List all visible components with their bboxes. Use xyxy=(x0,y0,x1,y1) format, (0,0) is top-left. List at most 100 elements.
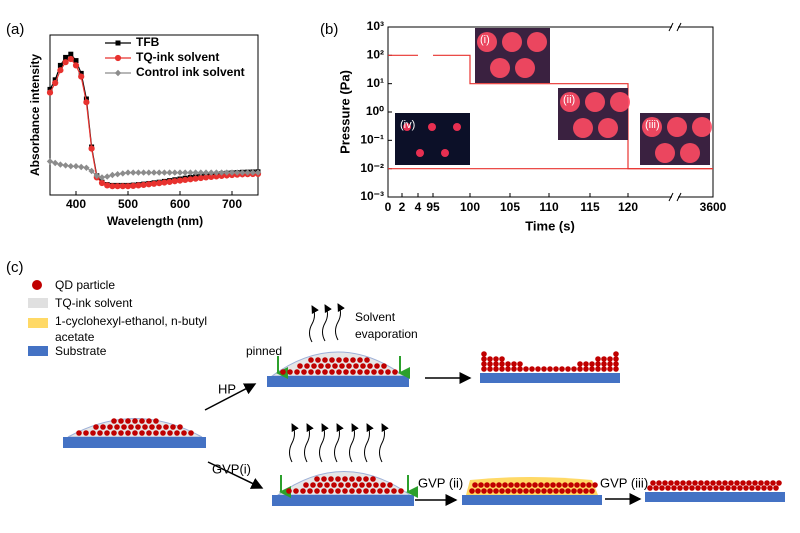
particle xyxy=(314,488,320,494)
particle xyxy=(502,482,508,488)
particle xyxy=(149,424,155,430)
particle xyxy=(364,357,370,363)
particle xyxy=(505,366,511,372)
particle xyxy=(104,430,110,436)
particle xyxy=(656,480,662,486)
particle xyxy=(311,363,317,369)
particle xyxy=(363,488,369,494)
point xyxy=(135,182,142,189)
particle xyxy=(349,488,355,494)
point xyxy=(166,169,173,176)
particle xyxy=(135,424,141,430)
particle xyxy=(499,366,505,372)
inset-dot xyxy=(667,117,687,137)
particle xyxy=(526,482,532,488)
inset-dot xyxy=(416,149,424,157)
point xyxy=(182,169,189,176)
point xyxy=(98,174,106,181)
particle xyxy=(481,351,487,357)
particle xyxy=(692,480,698,486)
point xyxy=(109,183,116,190)
particle xyxy=(384,488,390,494)
particle xyxy=(146,430,152,436)
particle xyxy=(339,363,345,369)
particle xyxy=(142,424,148,430)
particle xyxy=(689,485,695,491)
pinned-label: pinned xyxy=(246,344,282,358)
particle xyxy=(761,485,767,491)
vapor-arrow xyxy=(349,423,359,463)
particle xyxy=(668,480,674,486)
particle xyxy=(577,366,583,372)
particle xyxy=(556,482,562,488)
particle xyxy=(511,488,517,494)
substrate xyxy=(267,376,409,387)
particle xyxy=(83,430,89,436)
substrate xyxy=(272,495,414,506)
particle xyxy=(722,480,728,486)
point xyxy=(223,169,230,176)
y-tick-label: 10⁻¹ xyxy=(360,133,384,147)
particle xyxy=(607,366,613,372)
point xyxy=(166,178,173,185)
point xyxy=(119,170,126,177)
particle xyxy=(613,356,619,362)
point xyxy=(208,169,215,176)
vapor-arrow xyxy=(364,423,374,463)
particle xyxy=(601,356,607,362)
vapor-arrow xyxy=(379,423,389,463)
x-tick-label: 500 xyxy=(118,197,138,211)
particle xyxy=(613,366,619,372)
particle xyxy=(111,430,117,436)
particle xyxy=(163,424,169,430)
particle xyxy=(511,366,517,372)
particle xyxy=(336,357,342,363)
particle xyxy=(359,482,365,488)
particle xyxy=(595,361,601,367)
legend-label: QD particle xyxy=(55,278,115,292)
point xyxy=(161,169,168,176)
particle xyxy=(541,366,547,372)
point xyxy=(46,89,54,96)
particle xyxy=(287,369,293,375)
point xyxy=(192,175,199,182)
particle xyxy=(695,485,701,491)
particle xyxy=(322,369,328,375)
particle xyxy=(307,488,313,494)
particle xyxy=(487,488,493,494)
x-tick-label: 120 xyxy=(618,200,638,214)
substrate-icon xyxy=(28,346,48,356)
legend-label: Control ink solvent xyxy=(136,65,245,79)
arrow xyxy=(207,461,264,489)
point xyxy=(234,169,241,176)
particle xyxy=(740,480,746,486)
particle xyxy=(505,361,511,367)
particle xyxy=(613,351,619,357)
particle xyxy=(728,480,734,486)
legend-label: TFB xyxy=(136,35,160,49)
particle xyxy=(118,430,124,436)
point xyxy=(114,171,121,178)
point xyxy=(218,169,225,176)
point xyxy=(57,67,64,74)
particle xyxy=(469,488,475,494)
particle xyxy=(331,482,337,488)
particle xyxy=(357,357,363,363)
inset-dot xyxy=(655,143,675,163)
step-label: GVP(i) xyxy=(212,461,251,476)
evaporation-label: evaporation xyxy=(355,327,418,341)
particle xyxy=(329,369,335,375)
vapor-arrow xyxy=(322,304,332,342)
x-axis-label: Time (s) xyxy=(525,218,575,233)
point xyxy=(73,58,79,64)
particle xyxy=(100,424,106,430)
point xyxy=(176,169,184,176)
particle xyxy=(387,482,393,488)
inset-dot xyxy=(502,32,522,52)
particle xyxy=(125,418,131,424)
particle xyxy=(107,424,113,430)
point xyxy=(57,62,63,68)
legend-label: acetate xyxy=(55,330,95,344)
particle xyxy=(520,482,526,488)
particle xyxy=(583,366,589,372)
